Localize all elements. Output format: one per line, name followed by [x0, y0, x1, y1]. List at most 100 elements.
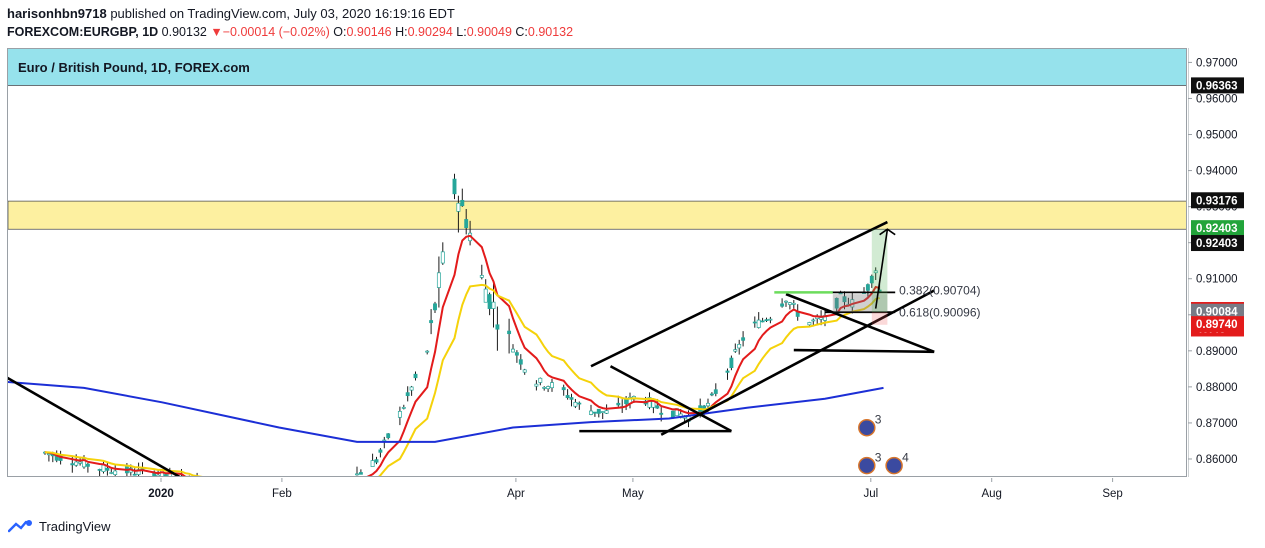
price-badge-label: 0.92403 [1196, 223, 1238, 235]
time-tick-label: 2020 [148, 488, 174, 500]
candle [460, 188, 465, 207]
candle-body [713, 389, 718, 394]
candle [741, 331, 746, 347]
candle-body [842, 296, 847, 303]
price-badge: 0.96363 [1191, 77, 1244, 94]
candle-body [561, 387, 566, 391]
candle-body [460, 199, 465, 207]
candle-body [655, 405, 660, 409]
candle-body [78, 461, 83, 464]
price-badge-bg [1191, 192, 1244, 209]
price-change: −0.00014 (−0.02%) [222, 25, 330, 39]
candle-body [542, 386, 547, 389]
candle-body [440, 251, 445, 264]
price-tick-label: 0.87000 [1196, 418, 1238, 430]
open-value: 0.90146 [346, 25, 392, 39]
candle [534, 380, 539, 391]
down-arrow-icon: ▼ [210, 25, 223, 39]
candle [865, 283, 870, 297]
time-tick-label: May [622, 488, 644, 500]
price-badge-label: 0.96363 [1196, 80, 1238, 92]
candle-body [511, 348, 515, 353]
candle [487, 292, 492, 316]
candle [542, 386, 547, 391]
candle-body [132, 473, 137, 476]
candle-body [413, 373, 418, 379]
time-tick-label: Feb [272, 488, 292, 500]
price-tick-label: 0.94000 [1196, 166, 1238, 178]
candle [577, 401, 582, 410]
candle [522, 368, 527, 375]
candle [113, 465, 118, 476]
event-count: 4 [902, 451, 909, 465]
candle-body [109, 472, 114, 474]
candle [807, 321, 812, 326]
candle-body [768, 318, 773, 321]
candle [589, 404, 593, 416]
candle [507, 318, 512, 354]
price-badge-bg [1191, 220, 1244, 237]
candle [514, 350, 519, 363]
author-name[interactable]: harisonhbn9718 [7, 6, 107, 21]
candle [733, 343, 738, 353]
candle-body [706, 402, 710, 407]
candle-body [507, 330, 512, 335]
event-marker[interactable]: 3 [858, 413, 882, 437]
flag-icon [858, 418, 876, 437]
candle-body [452, 178, 457, 195]
event-marker[interactable]: 4 [885, 451, 909, 475]
candle-body [659, 412, 664, 415]
candle-body [784, 300, 788, 303]
candle [713, 383, 718, 397]
candle [737, 339, 742, 355]
candle [188, 475, 190, 476]
candle-body [865, 284, 870, 291]
candle [752, 316, 757, 328]
candle [869, 274, 874, 288]
candle-body [409, 386, 414, 391]
price-badge: 0.92403 [1191, 235, 1244, 252]
candle-body [433, 303, 437, 311]
symbol-label[interactable]: FOREXCOM:EURGBP, 1D [7, 25, 159, 39]
low-label: L: [456, 25, 467, 39]
close-value: 0.90132 [527, 25, 574, 39]
candle-body [592, 411, 597, 414]
candle [370, 453, 375, 467]
candle-body [737, 344, 742, 349]
chart-pane[interactable]: 0.382(0.90704) 0.618(0.90096) 3 3 4 Euro / B… [7, 48, 1187, 477]
candle [479, 264, 484, 280]
candle-body [491, 301, 496, 309]
candle-body [670, 410, 675, 418]
price-badge-bg [1191, 303, 1244, 320]
candle [538, 377, 543, 386]
candle [511, 344, 515, 353]
projection-arrowhead [879, 228, 896, 236]
candle [101, 461, 106, 474]
candle [780, 298, 785, 308]
candle-body [397, 411, 402, 418]
candle-body [546, 386, 551, 390]
candle [561, 384, 566, 396]
candle [433, 301, 437, 313]
candle-body [358, 472, 363, 475]
price-badge-label: 0.92403 [1196, 238, 1238, 250]
flag-icon [858, 456, 876, 475]
price-chart[interactable]: 0.382(0.90704) 0.618(0.90096) 3 3 4 [8, 49, 1187, 477]
candle [565, 389, 570, 400]
candle-body [101, 464, 106, 472]
fib-label: 0.618(0.90096) [899, 305, 980, 319]
price-axis[interactable]: 0.970000.960000.950000.940000.930000.920… [1188, 48, 1265, 477]
candle-body [113, 470, 118, 475]
candle [409, 385, 414, 396]
candle-body [569, 397, 574, 400]
candle [483, 279, 488, 303]
channel-lower-line [660, 289, 935, 436]
candle [600, 411, 605, 420]
time-axis[interactable]: 2020FebAprMayJulAugSepOctNov [7, 478, 1187, 508]
triangle-upper-line [609, 365, 733, 433]
event-marker[interactable]: 3 [858, 451, 882, 475]
candle-body [764, 319, 769, 322]
candle [596, 408, 601, 418]
ema-slow-line [8, 381, 884, 443]
tradingview-footer: TradingView [8, 518, 111, 534]
